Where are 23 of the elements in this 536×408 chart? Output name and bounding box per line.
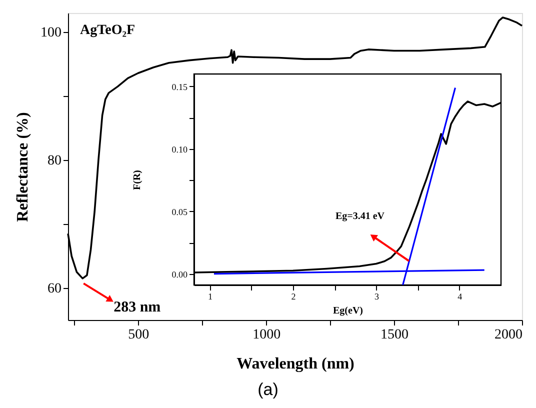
y-tick-label: 0.05: [172, 206, 188, 217]
annotation: 283 nm: [114, 299, 162, 316]
annotation: Eg=3.41 eV: [335, 211, 386, 222]
x-tick-label: 1500: [380, 328, 409, 342]
y-tick-label: 0.00: [172, 269, 188, 280]
y-tick-label: 100: [40, 26, 62, 41]
x-tick-label: 1: [208, 292, 213, 302]
x-tick-label: 3: [374, 292, 380, 302]
y-tick-label: 60: [48, 282, 62, 297]
x-tick-label: 500: [128, 328, 150, 342]
y-tick-label: 0.10: [172, 144, 188, 154]
x-tick-label: 2: [291, 292, 296, 302]
x-axis-title: Eg(eV): [333, 306, 363, 316]
x-tick-label: 1000: [252, 328, 281, 342]
x-tick-label: 4: [458, 292, 463, 302]
text: (a): [258, 380, 278, 399]
text: AgTeO₂F: [80, 23, 136, 38]
y-axis-title: Reflectance (%): [14, 112, 32, 222]
y-tick-label: 0.15: [172, 82, 188, 92]
x-tick-label: 2000: [494, 328, 522, 342]
y-axis-title: F(R): [132, 170, 143, 190]
x-axis-title: Wavelength (nm): [236, 356, 354, 372]
y-tick-label: 80: [48, 154, 62, 169]
